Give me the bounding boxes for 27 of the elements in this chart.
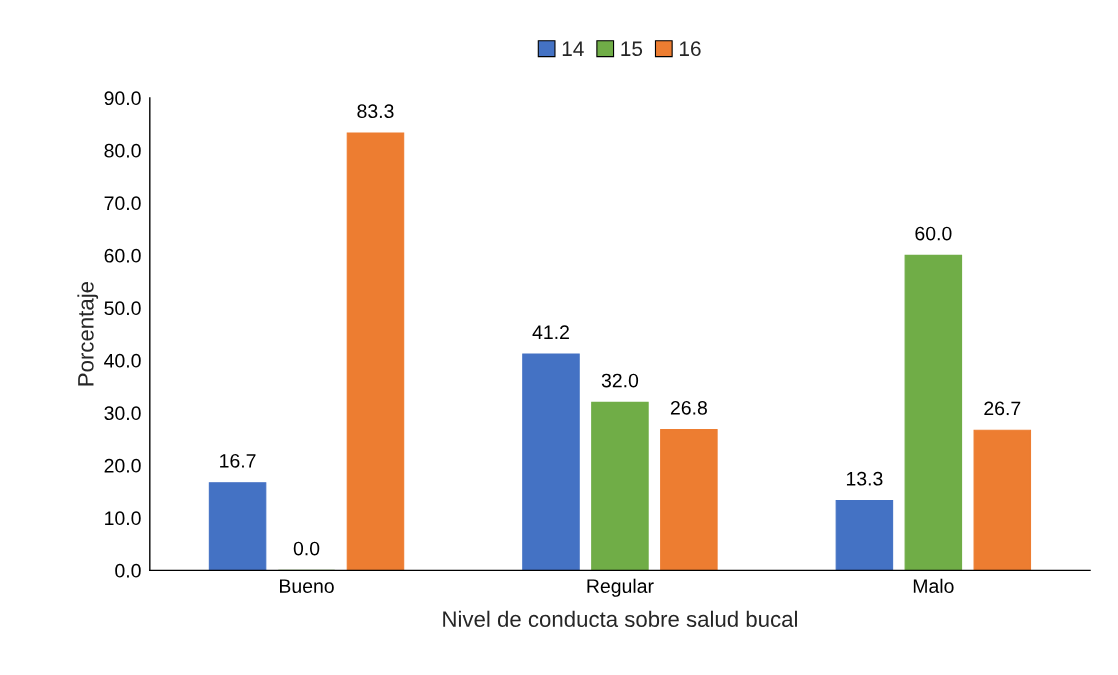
data-label: 32.0: [601, 373, 639, 388]
x-tick-label: Regular: [587, 578, 654, 597]
data-label: 13.3: [846, 471, 883, 486]
legend-label: 15: [621, 41, 643, 57]
data-label: 0.0: [293, 541, 320, 556]
y-tick-label: 70.0: [104, 196, 141, 211]
y-tick-label: 10.0: [105, 511, 141, 526]
data-label: 16.7: [220, 453, 256, 468]
x-tick-label: Malo: [913, 578, 954, 593]
y-tick-label: 40.0: [104, 353, 141, 368]
y-tick-label: 80.0: [104, 143, 141, 158]
legend-label: 14: [562, 41, 584, 56]
data-label: 83.3: [357, 104, 394, 119]
y-tick-label: 60.0: [104, 248, 141, 263]
y-tick-label: 0.0: [115, 563, 141, 578]
data-label: 41.2: [532, 325, 569, 339]
x-tick-label: Bueno: [280, 579, 334, 593]
y-tick-label: 30.0: [104, 406, 141, 421]
y-axis-title: Porcentaje: [77, 281, 99, 386]
x-axis-title: Nivel de conducta sobre salud bucal: [443, 610, 797, 628]
data-label: 26.8: [670, 400, 707, 415]
y-tick-label: 50.0: [104, 301, 141, 316]
legend-label: 16: [679, 41, 701, 57]
y-tick-label: 90.0: [104, 91, 141, 106]
data-label: 26.7: [984, 401, 1021, 416]
y-tick-label: 20.0: [104, 458, 141, 473]
data-label: 60.0: [915, 226, 952, 241]
